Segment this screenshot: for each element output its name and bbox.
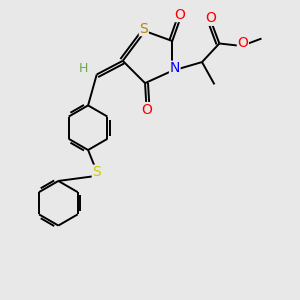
Text: O: O bbox=[205, 11, 216, 25]
Text: H: H bbox=[78, 62, 88, 75]
Text: O: O bbox=[237, 37, 248, 50]
Text: S: S bbox=[140, 22, 148, 36]
Text: N: N bbox=[169, 61, 180, 75]
Text: O: O bbox=[174, 8, 185, 22]
Text: O: O bbox=[141, 103, 152, 117]
Text: S: S bbox=[92, 165, 101, 179]
